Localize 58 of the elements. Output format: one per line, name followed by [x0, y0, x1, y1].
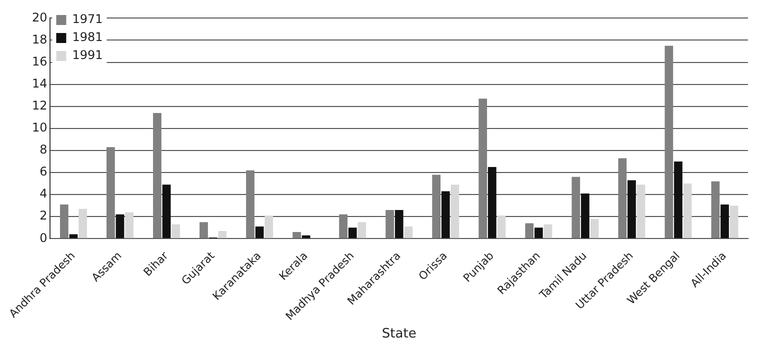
- y-tick-label: 8: [40, 142, 48, 157]
- y-tick-label: 20: [32, 10, 48, 24]
- bar: [394, 210, 404, 238]
- x-axis-title: State: [382, 326, 416, 342]
- legend-label: 1971: [72, 12, 103, 26]
- y-tick-label: 18: [32, 32, 48, 46]
- bar: [432, 174, 441, 238]
- bar: [153, 112, 162, 238]
- bar: [572, 176, 580, 238]
- bar: [60, 204, 68, 238]
- bar: [255, 226, 264, 238]
- bar: [404, 226, 413, 238]
- bar: [525, 223, 534, 238]
- bar: [534, 228, 543, 238]
- bar: [339, 214, 348, 238]
- bar: [720, 204, 729, 238]
- y-tick-label: 16: [32, 54, 48, 68]
- bar: [69, 234, 78, 238]
- y-tick-label: 14: [32, 76, 48, 90]
- bar: [683, 184, 692, 238]
- bar: [441, 191, 450, 238]
- bar: [730, 206, 738, 238]
- bar: [78, 208, 87, 238]
- bar: [628, 180, 636, 238]
- bar: [358, 222, 366, 238]
- bar: [581, 193, 590, 238]
- bar: [106, 147, 115, 238]
- bar: [218, 230, 227, 238]
- bar: [246, 170, 254, 238]
- bar: [162, 184, 171, 238]
- y-tick-label: 4: [40, 186, 48, 201]
- bar: [386, 210, 394, 238]
- y-tick-label: 0: [40, 230, 48, 245]
- bar: [200, 222, 208, 238]
- bar: [348, 228, 357, 238]
- bar: [125, 212, 134, 238]
- bar: [674, 161, 682, 238]
- bar: [711, 181, 720, 238]
- legend-label: 1981: [72, 30, 103, 44]
- bar: [450, 184, 460, 238]
- bar: [116, 214, 124, 238]
- bar: [292, 232, 301, 238]
- bar: [264, 216, 274, 238]
- bar: [497, 216, 506, 238]
- y-tick-label: 2: [40, 208, 48, 223]
- bar: [172, 224, 180, 238]
- bar: [664, 46, 674, 238]
- y-tick-label: 6: [40, 164, 48, 179]
- bar: [302, 235, 310, 238]
- y-tick-label: 10: [32, 120, 48, 135]
- bar: [544, 224, 552, 238]
- bar: [488, 167, 496, 238]
- bar: [478, 98, 488, 238]
- y-tick-label: 12: [32, 98, 48, 113]
- bar: [636, 184, 646, 238]
- legend-label: 1991: [72, 48, 103, 62]
- bar: [590, 218, 599, 238]
- bar: [618, 158, 627, 238]
